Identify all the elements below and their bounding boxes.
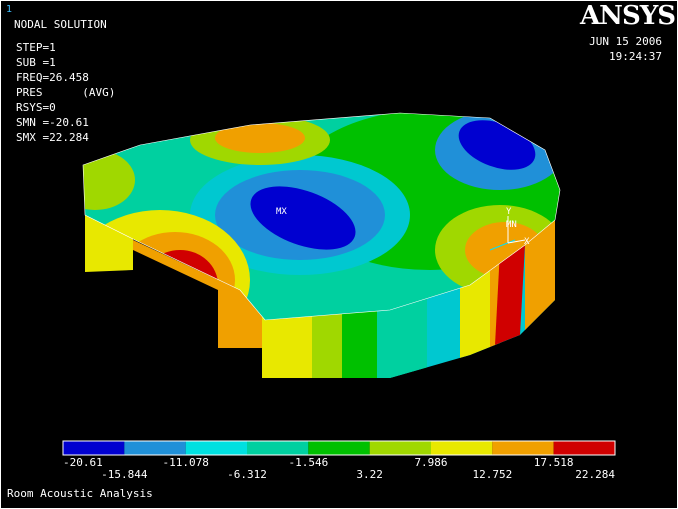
- legend-label: 22.284: [575, 468, 615, 481]
- legend-label: 17.518: [534, 456, 574, 469]
- parameter: SUB =1: [16, 56, 56, 69]
- legend-label: -6.312: [227, 468, 267, 481]
- parameters: STEP=1 SUB =1 FREQ=26.458 PRES (AVG) RSYS=0 S…: [16, 41, 115, 144]
- legend-border: [62, 440, 616, 456]
- plot-id: 1: [6, 4, 12, 15]
- legend-band: [369, 441, 431, 455]
- legend-band: [247, 441, 309, 455]
- legend-band: [185, 441, 247, 455]
- legend-label: 12.752: [472, 468, 512, 481]
- legend-label: 3.22: [356, 468, 383, 481]
- plot-title: NODAL SOLUTION: [14, 18, 107, 31]
- parameter: STEP=1: [16, 41, 56, 54]
- legend-band: [63, 441, 125, 455]
- legend-band: [553, 441, 615, 455]
- parameter: FREQ=26.458: [16, 71, 89, 84]
- triad-x: X: [524, 237, 530, 247]
- legend-band: [431, 441, 493, 455]
- legend-band: [492, 441, 554, 455]
- max-marker: MX: [276, 207, 287, 217]
- parameter: SMX =22.284: [16, 131, 89, 144]
- legend: -20.61-15.844 -11.078 -6.312 -1.546 3.22 7.98…: [62, 440, 616, 481]
- legend-band: [124, 441, 186, 455]
- logo: ANSYS: [579, 1, 675, 31]
- legend-label: -1.546: [288, 456, 328, 469]
- triad-y: Y: [506, 207, 512, 217]
- legend-label: -15.844: [101, 468, 148, 481]
- footer: Room Acoustic Analysis: [7, 487, 153, 500]
- date: JUN 15 2006: [589, 35, 662, 48]
- parameter: RSYS=0: [16, 101, 56, 114]
- legend-label: 7.986: [414, 456, 447, 469]
- legend-label: -20.61: [63, 456, 103, 469]
- legend-label: -11.078: [162, 456, 208, 469]
- min-marker: MN: [506, 220, 517, 230]
- parameter: PRES (AVG): [16, 86, 115, 99]
- parameter: SMN =-20.61: [16, 116, 89, 129]
- legend-band: [308, 441, 370, 455]
- time: 19:24:37: [609, 50, 662, 63]
